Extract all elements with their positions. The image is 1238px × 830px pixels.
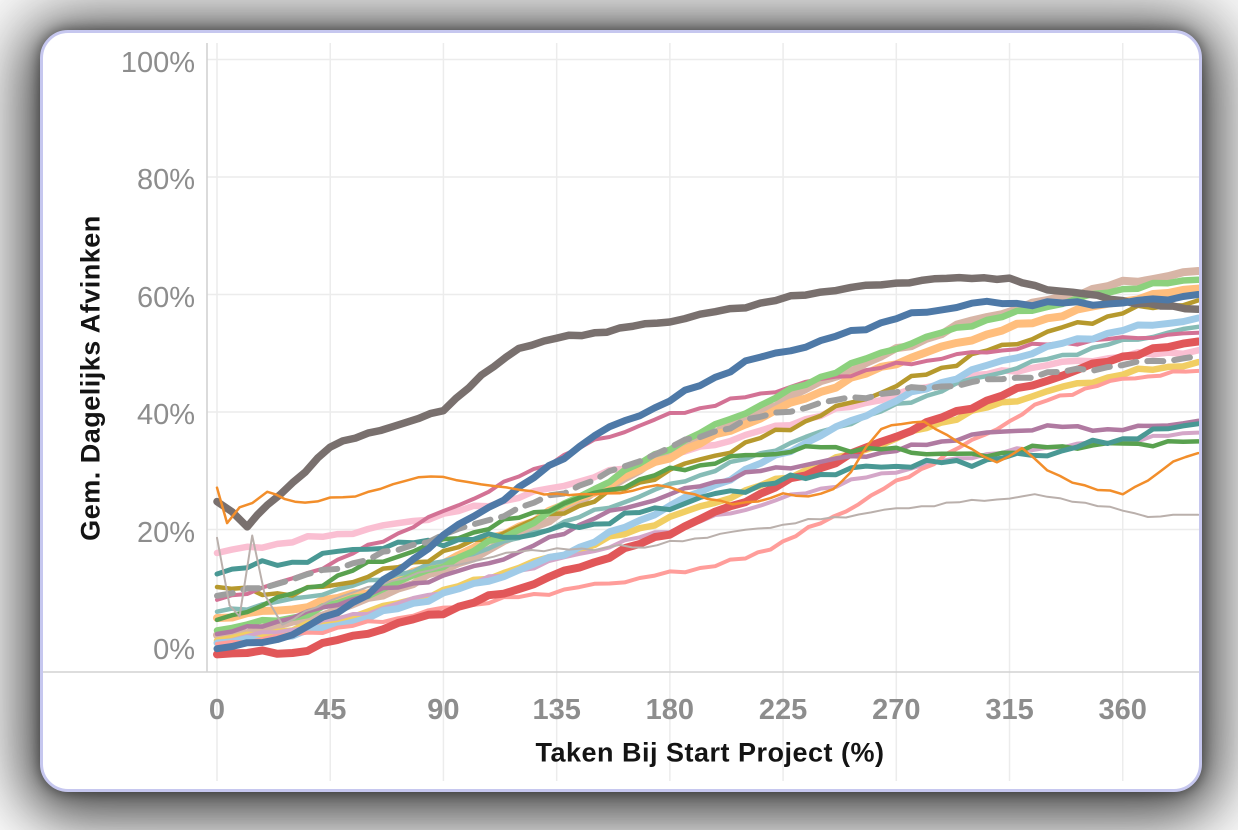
y-tick-label: 100% [120, 46, 195, 79]
axis-lines [43, 43, 1199, 673]
series-dark-gray [213, 273, 1199, 531]
y-tick-label: 20% [136, 516, 195, 549]
series-red [213, 337, 1199, 659]
y-tick-label: 80% [136, 164, 195, 196]
y-axis-title: Gem. Dagelijks Afvinken [75, 215, 106, 541]
x-tick-label: 90 [427, 694, 460, 726]
x-tick-label: 180 [645, 694, 695, 726]
chart-card: 0% 20% 40% 60% 80% 100% 0 45 90 135 180 225 270 315 3… [40, 30, 1202, 792]
gridlines [207, 43, 1199, 781]
x-tick-label: 225 [758, 694, 808, 726]
x-tick-label: 45 [314, 694, 347, 726]
y-tick-label: 0% [153, 634, 195, 666]
series-olive [214, 298, 1199, 598]
series-orange [215, 420, 1199, 525]
series-light-gray [216, 493, 1199, 626]
series-blue [213, 291, 1199, 653]
x-tick-label: 270 [872, 694, 921, 726]
series-salmon [215, 368, 1199, 646]
y-tick-label: 40% [136, 399, 195, 431]
y-tick-label: 60% [136, 281, 195, 314]
series-lines [213, 267, 1199, 659]
x-tick-label: 0 [208, 694, 226, 726]
series-green [214, 439, 1199, 623]
x-tick-label: 360 [1098, 694, 1147, 726]
series-purple [214, 418, 1199, 637]
x-tick-label: 315 [985, 694, 1034, 726]
series-light-pink [213, 347, 1199, 557]
x-axis-title: Taken Bij Start Project (%) [535, 737, 885, 768]
series-average-dashed [214, 353, 1199, 599]
series-rose [215, 330, 1199, 602]
line-chart-canvas [43, 43, 1199, 781]
series-dark-teal [214, 421, 1199, 577]
x-tick-label: 135 [532, 694, 581, 726]
series-light-blue [213, 314, 1199, 647]
